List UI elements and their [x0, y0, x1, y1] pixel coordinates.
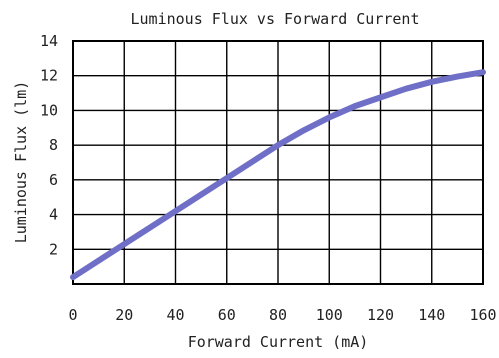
chart-title: Luminous Flux vs Forward Current: [131, 10, 420, 28]
x-tick-label: 160: [469, 306, 496, 324]
series-layer: [70, 69, 486, 281]
y-tick-labels: 2 4 6 8 10 12 14: [40, 32, 58, 258]
x-tick-labels: 0 20 40 60 80 100 120 140 160: [68, 306, 496, 324]
y-tick-label: 8: [49, 136, 58, 154]
x-tick-label: 0: [68, 306, 77, 324]
y-tick-label: 6: [49, 171, 58, 189]
x-tick-label: 80: [269, 306, 287, 324]
y-tick-label: 12: [40, 67, 58, 85]
x-tick-label: 60: [218, 306, 236, 324]
y-tick-label: 10: [40, 101, 58, 119]
grid: [73, 41, 483, 284]
y-tick-label: 14: [40, 32, 58, 50]
x-tick-label: 20: [115, 306, 133, 324]
x-tick-label: 140: [418, 306, 445, 324]
y-tick-label: 4: [49, 206, 58, 224]
series-line: [70, 69, 486, 281]
x-tick-label: 100: [316, 306, 343, 324]
y-tick-label: 2: [49, 240, 58, 258]
y-axis-label: Luminous Flux (lm): [12, 81, 30, 244]
x-tick-label: 120: [367, 306, 394, 324]
x-tick-label: 40: [166, 306, 184, 324]
x-axis-label: Forward Current (mA): [188, 333, 369, 351]
plot-frame: [72, 40, 484, 285]
